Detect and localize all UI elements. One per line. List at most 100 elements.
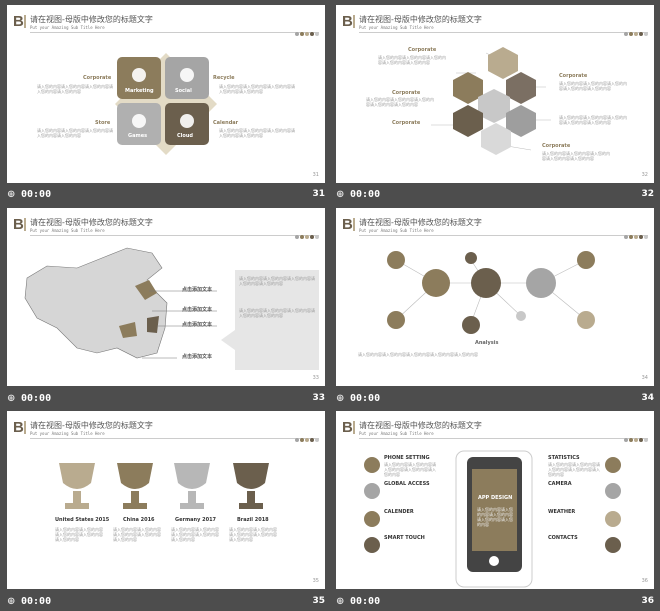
body-text: 请入您的内容请入您的内容请入您的内容请入您的内容请入您的内容 xyxy=(229,527,277,542)
body-text: 请入您的内容请入您的内容请入您的内容请入您的内容请入您的内容 xyxy=(219,84,295,94)
slide-subtitle: Put your Amazing Sub Title Here xyxy=(30,25,105,30)
analysis-label: Analysis xyxy=(475,340,499,346)
slide-thumbnail-31[interactable]: B 请在视图-母版中修改您的标题文字 Put your Amazing Sub Ti… xyxy=(7,5,325,183)
slide-title: 请在视图-母版中修改您的标题文字 xyxy=(30,218,153,227)
audio-icon[interactable]: ⊕ xyxy=(336,596,345,607)
label-corporate: Corporate xyxy=(392,120,421,126)
color-dots xyxy=(623,427,648,446)
page-number: 31 xyxy=(312,172,319,178)
body-text: 请入您的内容请入您的内容请入您的内容请入您的内容请入您的内容 xyxy=(37,128,113,138)
color-dots xyxy=(623,224,648,243)
slide-number: 36 xyxy=(641,596,654,606)
body-text: 请入您的内容请入您的内容请入您的内容请入您的内容请入您的内容 xyxy=(366,97,434,107)
trophy-row xyxy=(59,463,269,509)
phone-diagram xyxy=(364,450,621,588)
slide-number: 35 xyxy=(312,596,325,606)
slide-thumbnail-36[interactable]: B 请在视图-母版中修改您的标题文字 Put your Amazing Sub Ti… xyxy=(336,411,654,589)
trophy-label: United States 2015 xyxy=(55,517,110,523)
page-number: 36 xyxy=(641,578,648,584)
slide-header: B 请在视图-母版中修改您的标题文字 Put your Amazing Sub Ti… xyxy=(13,419,319,442)
slide-subtitle: Put your Amazing Sub Title Here xyxy=(30,228,105,233)
map-label: 点击添加文本 xyxy=(182,287,213,293)
logo: B xyxy=(342,13,355,30)
logo: B xyxy=(342,216,355,233)
feature-label: WEATHER xyxy=(548,509,576,515)
logo: B xyxy=(342,419,355,436)
slide-header: B 请在视图-母版中修改您的标题文字 Put your Amazing Sub Ti… xyxy=(342,419,648,442)
timing: 00:00 xyxy=(21,596,52,607)
app-title: APP DESIGN xyxy=(478,495,513,501)
label-recycle: Recycle xyxy=(213,75,235,81)
body-text: 请入您的内容请入您的内容请入您的内容请入您的内容请入您的内容 xyxy=(559,115,627,125)
body-text: 请入您的内容请入您的内容请入您的内容请入您的内容请入您的内容 xyxy=(239,276,315,286)
audio-icon[interactable]: ⊕ xyxy=(7,596,16,607)
color-dots xyxy=(294,427,319,446)
slide-bar: ⊕ 00:00 35 xyxy=(7,593,325,611)
logo: B xyxy=(13,13,26,30)
map-label: 点击添加文本 xyxy=(182,307,213,313)
slide-bar: ⊕ 00:00 32 xyxy=(336,186,654,204)
page-number: 32 xyxy=(641,172,648,178)
audio-icon[interactable]: ⊕ xyxy=(7,189,16,200)
page-number: 35 xyxy=(312,578,319,584)
slide-title: 请在视图-母版中修改您的标题文字 xyxy=(359,421,482,430)
body-text: 请入您的内容请入您的内容请入您的内容请入您的内容请入您的内容 xyxy=(219,128,295,138)
slide-subtitle: Put your Amazing Sub Title Here xyxy=(359,228,434,233)
slide-header: B 请在视图-母版中修改您的标题文字 Put your Amazing Sub Ti… xyxy=(13,216,319,239)
audio-icon[interactable]: ⊕ xyxy=(336,189,345,200)
logo: B xyxy=(13,216,26,233)
feature-label: CAMERA xyxy=(548,481,572,487)
color-dots xyxy=(294,224,319,243)
slide-bar: ⊕ 00:00 33 xyxy=(7,390,325,408)
body-text: 请入您的内容请入您的内容请入您的内容请入您的内容请入您的内容 xyxy=(548,462,600,477)
slide-title: 请在视图-母版中修改您的标题文字 xyxy=(30,421,153,430)
slide-subtitle: Put your Amazing Sub Title Here xyxy=(30,431,105,436)
slide-title: 请在视图-母版中修改您的标题文字 xyxy=(359,15,482,24)
timing: 00:00 xyxy=(21,189,52,200)
puzzle-diagram xyxy=(115,53,217,155)
network-diagram xyxy=(387,251,595,334)
label-corporate: Corporate xyxy=(408,47,437,53)
body-text: 请入您的内容请入您的内容请入您的内容请入您的内容请入您的内容 xyxy=(378,55,446,65)
label-corporate: Corporate xyxy=(559,73,588,79)
audio-icon[interactable]: ⊕ xyxy=(336,393,345,404)
slide-thumbnail-34[interactable]: B 请在视图-母版中修改您的标题文字 Put your Amazing Sub Ti… xyxy=(336,208,654,386)
body-text: 请入您的内容请入您的内容请入您的内容请入您的内容请入您的内容 xyxy=(358,352,478,357)
label-corporate: Corporate xyxy=(392,90,421,96)
body-text: 请入您的内容请入您的内容请入您的内容请入您的内容请入您的内容 xyxy=(542,151,610,161)
slide-number: 33 xyxy=(312,393,325,403)
timing: 00:00 xyxy=(21,393,52,404)
feature-label: PHONE SETTING xyxy=(384,455,430,461)
feature-label: CONTACTS xyxy=(548,535,578,541)
slide-header: B 请在视图-母版中修改您的标题文字 Put your Amazing Sub Ti… xyxy=(342,13,648,36)
slide-thumbnail-35[interactable]: B 请在视图-母版中修改您的标题文字 Put your Amazing Sub Ti… xyxy=(7,411,325,589)
feature-label: STATISTICS xyxy=(548,455,580,461)
logo: B xyxy=(13,419,26,436)
audio-icon[interactable]: ⊕ xyxy=(7,393,16,404)
body-text: 请入您的内容请入您的内容请入您的内容请入您的内容请入您的内容 xyxy=(171,527,219,542)
trophy-label: Germany 2017 xyxy=(175,517,217,523)
slide-title: 请在视图-母版中修改您的标题文字 xyxy=(359,218,482,227)
body-text: 请入您的内容请入您的内容请入您的内容请入您的内容请入您的内容 xyxy=(384,462,436,477)
page-number: 33 xyxy=(312,375,319,381)
feature-label: CALENDER xyxy=(384,509,414,515)
slide-thumbnail-32[interactable]: B 请在视图-母版中修改您的标题文字 Put your Amazing Sub Ti… xyxy=(336,5,654,183)
tile-label: Social xyxy=(175,88,192,94)
slide-header: B 请在视图-母版中修改您的标题文字 Put your Amazing Sub Ti… xyxy=(13,13,319,36)
slide-bar: ⊕ 00:00 36 xyxy=(336,593,654,611)
body-text: 请入您的内容请入您的内容请入您的内容请入您的内容请入您的内容 xyxy=(55,527,103,542)
map-label: 点击添加文本 xyxy=(182,354,213,360)
slide-subtitle: Put your Amazing Sub Title Here xyxy=(359,25,434,30)
slide-subtitle: Put your Amazing Sub Title Here xyxy=(359,431,434,436)
slide-title: 请在视图-母版中修改您的标题文字 xyxy=(30,15,153,24)
label-corporate: Corporate xyxy=(542,143,571,149)
slide-thumbnail-33[interactable]: B 请在视图-母版中修改您的标题文字 Put your Amazing Sub Ti… xyxy=(7,208,325,386)
feature-label: SMART TOUCH xyxy=(384,535,425,541)
map-label: 点击添加文本 xyxy=(182,322,213,328)
slide-header: B 请在视图-母版中修改您的标题文字 Put your Amazing Sub Ti… xyxy=(342,216,648,239)
page-number: 34 xyxy=(641,375,648,381)
tile-label: Cloud xyxy=(177,133,193,139)
color-dots xyxy=(294,21,319,40)
slide-bar: ⊕ 00:00 31 xyxy=(7,186,325,204)
color-dots xyxy=(623,21,648,40)
